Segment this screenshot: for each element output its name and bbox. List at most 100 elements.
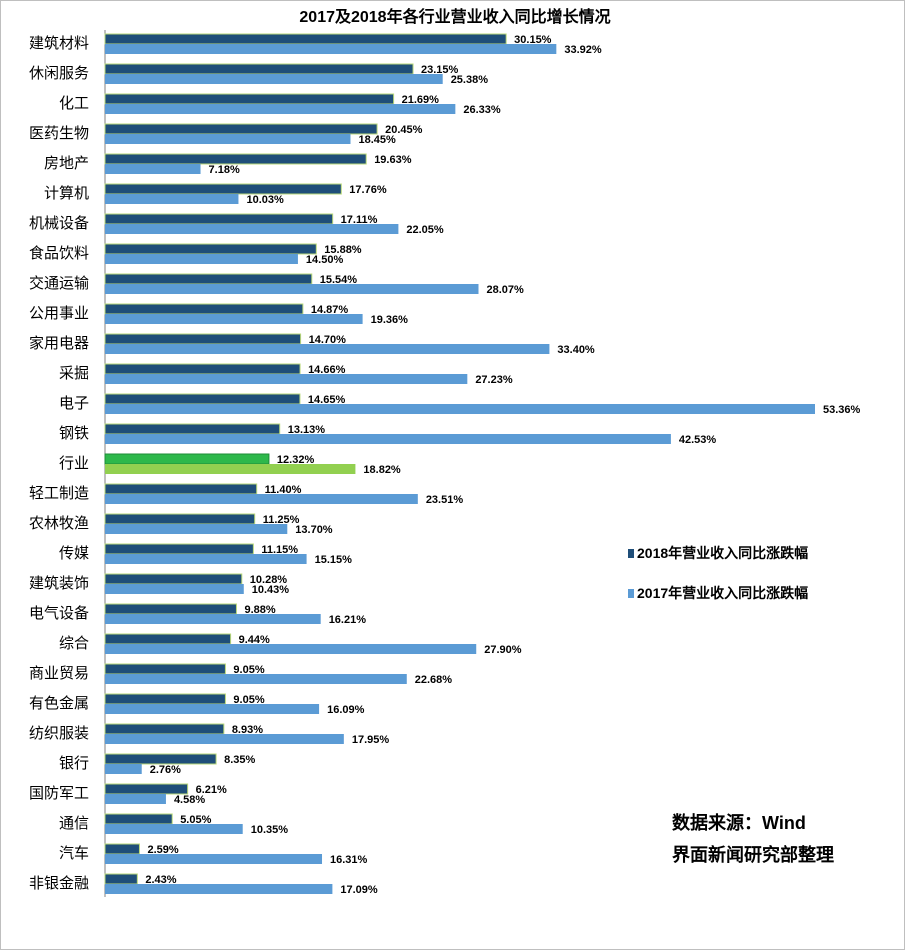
bar-2018 [104, 303, 304, 315]
legend-label-2018: 2018年营业收入同比涨跌幅 [637, 545, 808, 561]
bar-2017 [105, 134, 351, 144]
bar-2017 [105, 224, 399, 234]
data-label-2018: 2.59% [147, 844, 178, 856]
data-label-2018: 30.15% [514, 34, 552, 46]
category-label: 交通运输 [29, 274, 89, 292]
bar-2017 [105, 104, 456, 114]
bar-2018 [104, 33, 507, 45]
data-label-2017: 26.33% [463, 104, 501, 116]
data-label-2017: 4.58% [174, 794, 205, 806]
bar-2018 [104, 723, 225, 735]
data-label-2017: 14.50% [306, 254, 344, 266]
data-label-2018: 15.54% [320, 274, 358, 286]
category-label: 建筑材料 [29, 35, 89, 52]
category-label: 轻工制造 [29, 485, 89, 502]
category-label: 农林牧渔 [29, 515, 89, 532]
data-label-2017: 42.53% [679, 434, 717, 446]
bar-2017 [105, 704, 320, 714]
data-label-2017: 18.82% [363, 464, 401, 476]
data-label-2017: 22.05% [406, 224, 444, 236]
category-label: 电气设备 [29, 605, 89, 622]
category-label: 纺织服装 [29, 725, 89, 742]
data-label-2018: 8.35% [224, 754, 255, 766]
bars-layer: 建筑材料 30.15% 33.92% 休闲服务 23.15%25.38% 化工 21.69%… [29, 33, 861, 896]
bar-2017 [105, 404, 815, 414]
bar-2017 [105, 674, 407, 684]
data-label-2017: 27.90% [484, 644, 522, 656]
bar-2018 [104, 183, 342, 195]
category-label: 公用事业 [29, 305, 89, 322]
category-label: 国防军工 [29, 785, 89, 802]
category-label: 行业 [59, 455, 89, 472]
data-label-2018: 11.15% [261, 544, 298, 556]
data-label-2018: 14.66% [308, 364, 346, 376]
data-label-2018: 14.87% [311, 304, 349, 316]
bar-2017 [105, 854, 323, 864]
category-label: 非银金融 [29, 875, 89, 892]
data-label-2017: 18.45% [358, 134, 396, 146]
data-label-2018: 8.93% [232, 724, 263, 736]
bar-2017 [105, 884, 333, 894]
bar-2018 [104, 603, 237, 615]
bar-2017 [105, 434, 671, 444]
bar-2018 [104, 663, 226, 675]
category-label: 计算机 [44, 184, 89, 202]
category-label: 银行 [59, 755, 89, 772]
data-label-2017: 13.70% [295, 524, 333, 536]
bar-2018 [104, 843, 140, 855]
bar-2017 [105, 464, 356, 474]
bar-2017 [105, 584, 244, 594]
bar-2017 [105, 644, 477, 654]
data-label-2017: 27.23% [475, 374, 513, 386]
category-label: 综合 [59, 635, 89, 652]
bar-2017 [105, 284, 479, 294]
data-label-2018: 2.43% [145, 874, 176, 886]
data-label-2017: 25.38% [451, 74, 489, 86]
data-label-2018: 12.32% [277, 454, 315, 466]
bar-2017 [105, 794, 166, 804]
data-label-2017: 7.18% [209, 164, 240, 176]
data-label-2018: 23.15% [421, 64, 459, 76]
category-label: 化工 [59, 95, 89, 112]
bar-2018 [104, 213, 334, 225]
category-label: 商业贸易 [29, 665, 89, 682]
data-label-2018: 15.88% [324, 244, 362, 256]
data-label-2017: 33.40% [557, 344, 595, 356]
data-label-2018: 14.70% [309, 334, 347, 346]
category-label: 休闲服务 [29, 65, 89, 82]
bar-2017 [105, 44, 557, 54]
bar-2017 [105, 614, 321, 624]
category-label: 建筑装饰 [29, 575, 89, 592]
data-label-2018: 11.25% [263, 514, 300, 526]
bar-2018 [104, 63, 414, 75]
bar-2017 [105, 374, 468, 384]
bar-2018 [104, 273, 313, 285]
category-label: 通信 [59, 815, 89, 832]
bar-2018 [104, 573, 243, 585]
data-label-2017: 16.21% [329, 614, 367, 626]
data-label-2018: 9.05% [233, 694, 264, 706]
category-label: 采掘 [59, 365, 89, 382]
category-label: 房地产 [44, 155, 89, 172]
bar-2018 [104, 393, 301, 405]
data-label-2017: 17.95% [352, 734, 390, 746]
bar-2018 [104, 543, 254, 555]
data-label-2017: 33.92% [564, 44, 602, 56]
bar-2017 [105, 344, 550, 354]
bar-2017 [105, 254, 298, 264]
data-label-2017: 16.09% [327, 704, 365, 716]
data-label-2018: 9.05% [233, 664, 264, 676]
bar-2018 [104, 813, 173, 825]
data-label-2018: 17.11% [341, 214, 378, 226]
bar-2017 [105, 764, 142, 774]
bar-2018 [104, 123, 378, 135]
category-label: 医药生物 [29, 125, 89, 142]
data-label-2017: 16.31% [330, 854, 368, 866]
bar-2017 [105, 314, 363, 324]
data-label-2018: 9.88% [244, 604, 275, 616]
bar-2018 [104, 753, 217, 765]
data-label-2018: 20.45% [385, 124, 423, 136]
data-label-2017: 19.36% [371, 314, 409, 326]
bar-2018 [104, 423, 281, 435]
